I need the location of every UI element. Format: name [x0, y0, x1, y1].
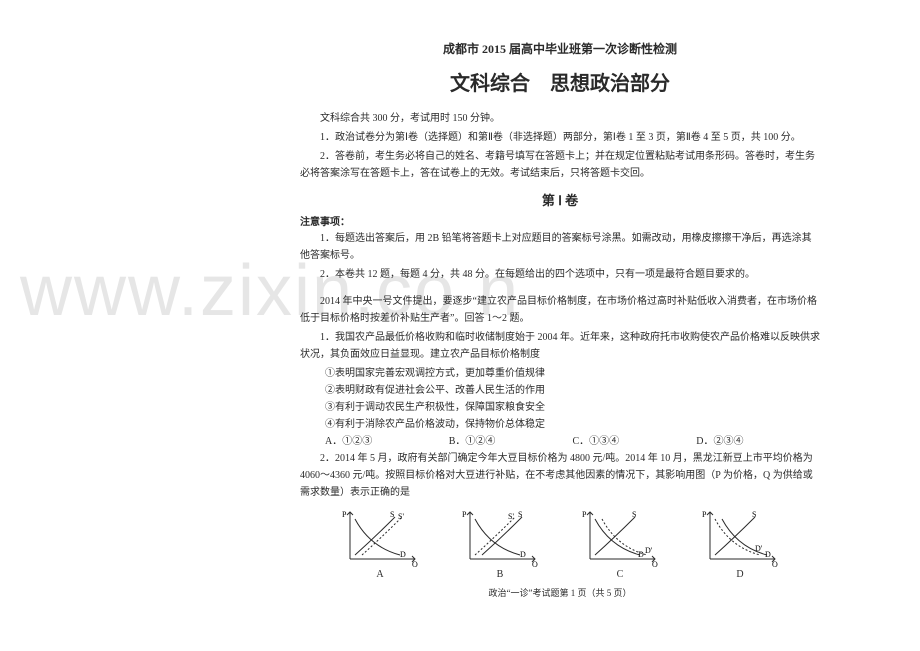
chart-d-label: D [695, 569, 785, 580]
exam-page: 成都市 2015 届高中毕业班第一次诊断性检测 文科综合 思想政治部分 文科综合… [300, 40, 820, 599]
q1-opt-1: ①表明国家完善宏观调控方式，更加尊重价值规律 [300, 365, 820, 382]
chart-c-svg: P Q S D D' [580, 507, 660, 567]
chart-b-svg: P Q D S S' [460, 507, 540, 567]
chart-a-label: A [335, 569, 425, 580]
exam-title: 文科综合 思想政治部分 [300, 67, 820, 96]
chart-c: P Q S D D' C [575, 507, 665, 580]
intro-para-1: 文科综合共 300 分，考试用时 150 分钟。 [300, 110, 820, 127]
curve-d-label: D [400, 550, 406, 559]
q1-choices: A．①②③ B．①②④ C．①③④ D．②③④ [300, 433, 820, 450]
curve-d-label: D [520, 550, 526, 559]
section-1-title: 第 Ⅰ 卷 [300, 190, 820, 209]
chart-a: P Q D S S' A [335, 507, 425, 580]
exam-header: 成都市 2015 届高中毕业班第一次诊断性检测 [300, 40, 820, 57]
axis-q-label: Q [412, 560, 418, 567]
q1-choice-b: B．①②④ [449, 433, 573, 450]
axis-p-label: P [582, 510, 587, 519]
intro-para-3: 2．答卷前，考生务必将自己的姓名、考籍号填写在答题卡上；并在规定位置粘贴考试用条… [300, 148, 820, 182]
curve-s2-label: S' [508, 512, 514, 521]
axis-p-label: P [342, 510, 347, 519]
chart-b-label: B [455, 569, 545, 580]
curve-d2-label: D' [645, 546, 653, 555]
curve-d-label: D [765, 550, 771, 559]
intro-para-2: 1．政治试卷分为第Ⅰ卷（选择题）和第Ⅱ卷（非选择题）两部分，第Ⅰ卷 1 至 3 … [300, 129, 820, 146]
axis-p-label: P [702, 510, 707, 519]
q1-choice-a: A．①②③ [325, 433, 449, 450]
q2-stem: 2．2014 年 5 月，政府有关部门确定今年大豆目标价格为 4800 元/吨。… [300, 450, 820, 501]
axis-p-label: P [462, 510, 467, 519]
notice-2: 2．本卷共 12 题，每题 4 分，共 48 分。在每题给出的四个选项中，只有一… [300, 266, 820, 283]
notice-label: 注意事项： [300, 213, 820, 228]
chart-b: P Q D S S' B [455, 507, 545, 580]
notice-1: 1．每题选出答案后，用 2B 铅笔将答题卡上对应题目的答案标号涂黑。如需改动，用… [300, 230, 820, 264]
q1-opt-2: ②表明财政有促进社会公平、改善人民生活的作用 [300, 382, 820, 399]
curve-s-label: S [518, 510, 522, 519]
curve-s2-label: S' [398, 512, 404, 521]
curve-s-label: S [632, 510, 636, 519]
q1-opt-4: ④有利于消除农产品价格波动，保持物价总体稳定 [300, 416, 820, 433]
q1-stem: 1．我国农产品最低价格收购和临时收储制度始于 2004 年。近年来，这种政府托市… [300, 329, 820, 363]
q1-opt-3: ③有利于调动农民生产积极性，保障国家粮食安全 [300, 399, 820, 416]
passage: 2014 年中央一号文件提出，要逐步“建立农产品目标价格制度，在市场价格过高时补… [300, 293, 820, 327]
curve-s-label: S [752, 510, 756, 519]
axis-q-label: Q [772, 560, 778, 567]
chart-d: P Q S D D' D [695, 507, 785, 580]
page-footer: 政治“一诊”考试题第 1 页（共 5 页） [300, 586, 820, 599]
curve-d-label: D [638, 550, 644, 559]
curve-s-label: S [390, 510, 394, 519]
charts-row: P Q D S S' A P Q [300, 507, 820, 580]
chart-d-svg: P Q S D D' [700, 507, 780, 567]
curve-d2-label: D' [755, 544, 763, 553]
axis-q-label: Q [532, 560, 538, 567]
q1-choice-d: D．②③④ [696, 433, 820, 450]
q1-choice-c: C．①③④ [573, 433, 697, 450]
chart-a-svg: P Q D S S' [340, 507, 420, 567]
chart-c-label: C [575, 569, 665, 580]
axis-q-label: Q [652, 560, 658, 567]
